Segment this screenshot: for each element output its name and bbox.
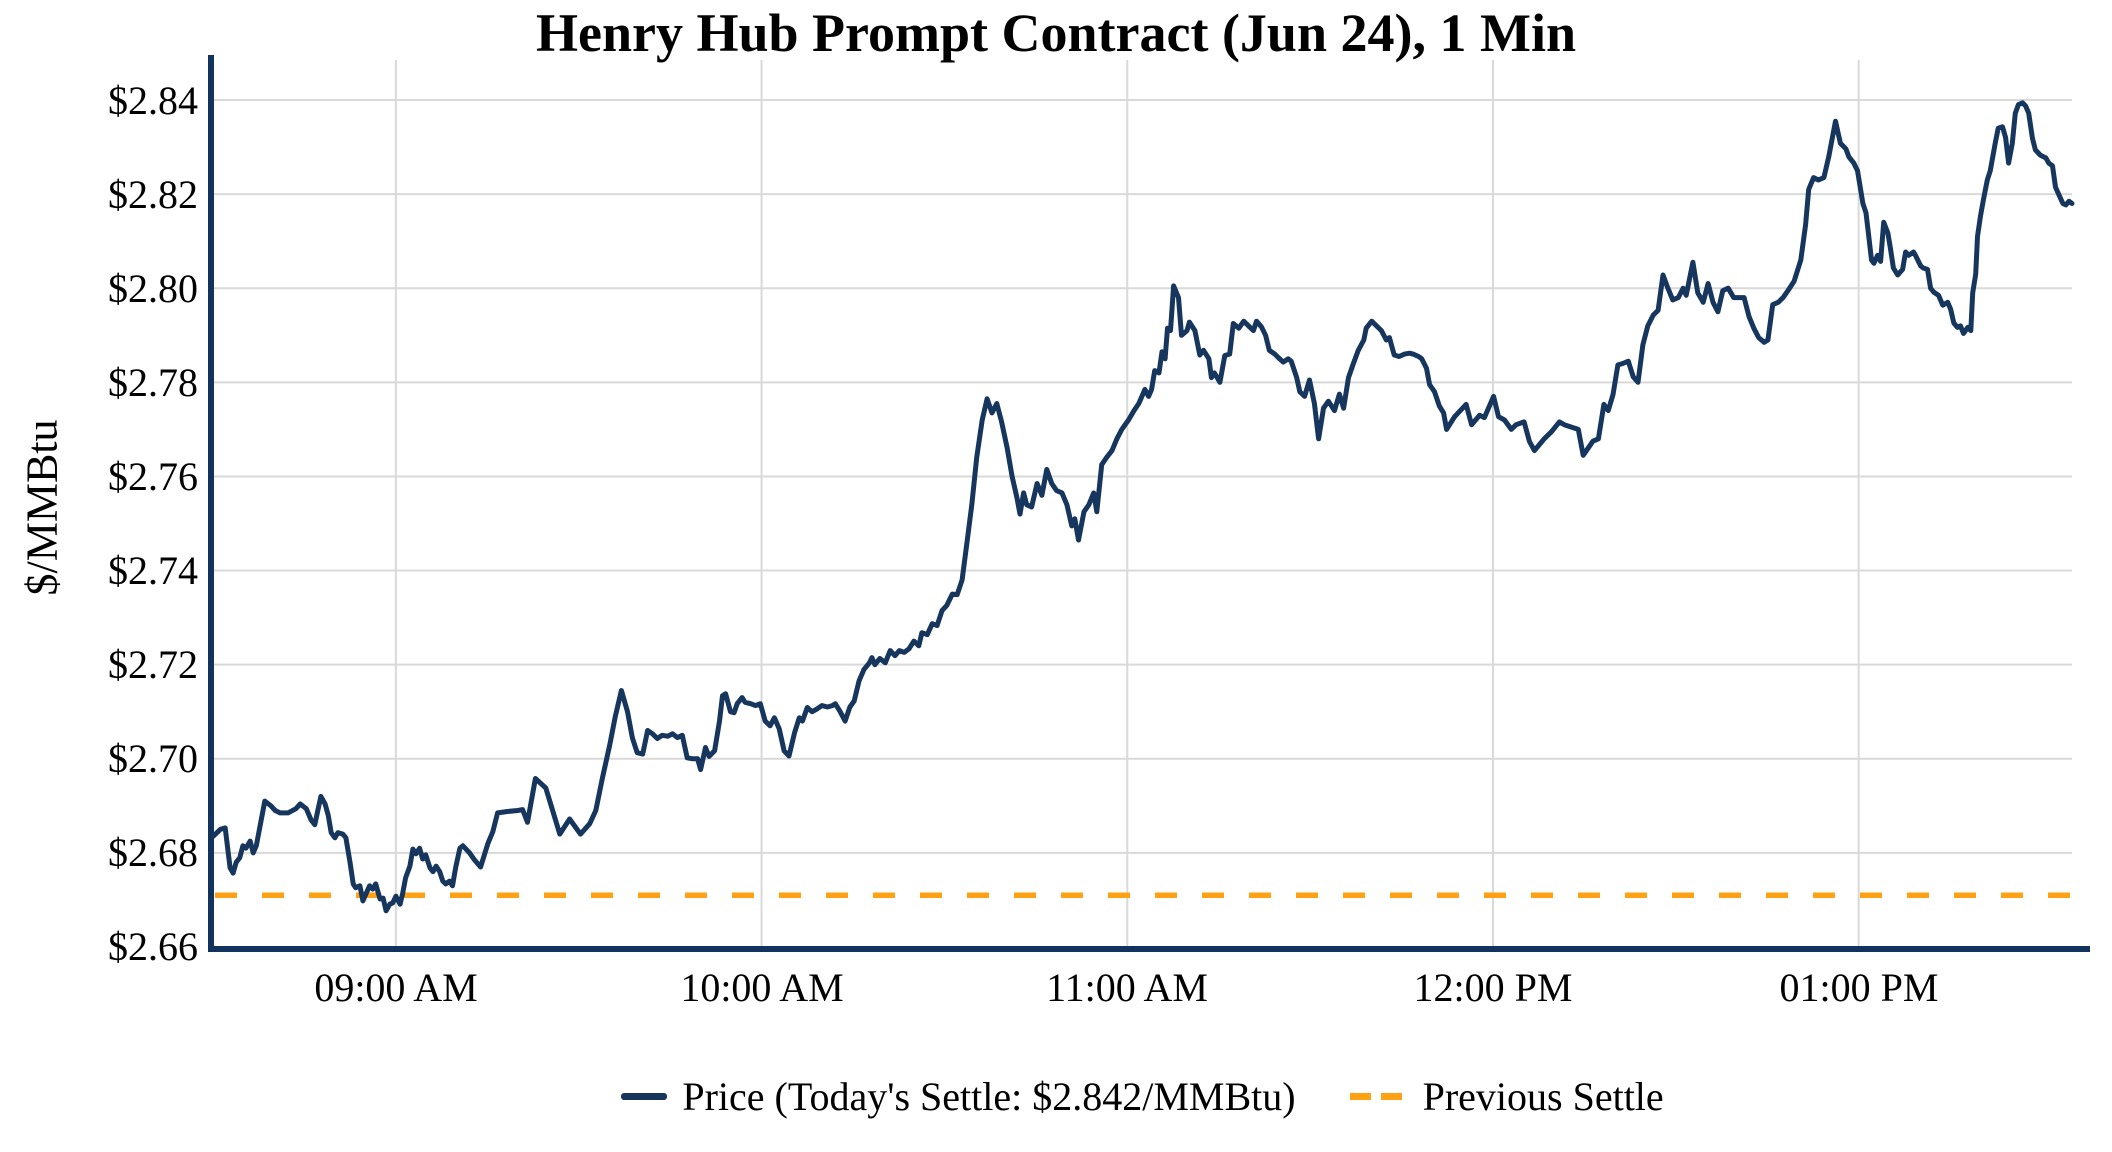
price-line-series	[210, 100, 2075, 914]
previous-settle-dash-swatch-icon	[1349, 1092, 1408, 1100]
y-tick-2.78: $2.78	[108, 360, 198, 405]
x-tick-0900: 09:00 AM	[314, 965, 478, 1010]
x-tick-1200: 12:00 PM	[1413, 965, 1573, 1010]
price-line-swatch-icon	[621, 1092, 668, 1100]
y-tick-2.72: $2.72	[108, 642, 198, 687]
x-tick-1000: 10:00 AM	[680, 965, 844, 1010]
y-tick-2.74: $2.74	[108, 548, 198, 593]
y-tick-2.84: $2.84	[108, 78, 198, 123]
y-tick-2.80: $2.80	[108, 266, 198, 311]
y-tick-2.68: $2.68	[108, 830, 198, 875]
legend: Price (Today's Settle: $2.842/MMBtu) Pre…	[213, 1066, 2072, 1126]
y-tick-2.66: $2.66	[108, 924, 198, 969]
x-tick-1100: 11:00 AM	[1046, 965, 1208, 1010]
chart-title: Henry Hub Prompt Contract (Jun 24), 1 Mi…	[536, 3, 1576, 63]
legend-price-label: Price (Today's Settle: $2.842/MMBtu)	[682, 1073, 1296, 1119]
y-tick-2.82: $2.82	[108, 172, 198, 217]
x-tick-1300: 01:00 PM	[1779, 965, 1939, 1010]
y-tick-2.76: $2.76	[108, 454, 198, 499]
legend-previous-settle-label: Previous Settle	[1422, 1073, 1664, 1119]
y-tick-2.70: $2.70	[108, 736, 198, 781]
